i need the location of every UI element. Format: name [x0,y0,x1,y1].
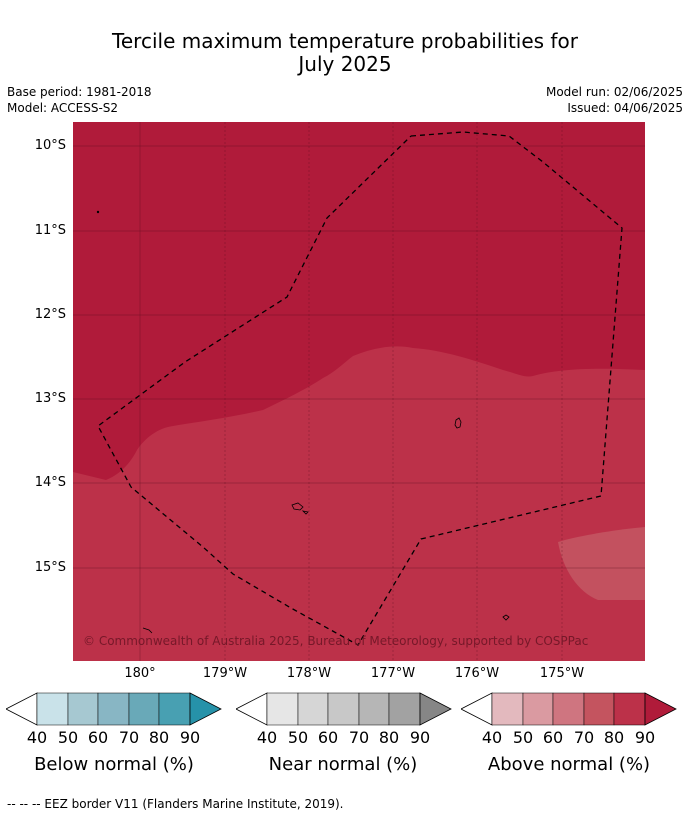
below-normal-swatch-40-50 [36,692,69,726]
meta-right: Model run: 02/06/2025 Issued: 04/06/2025 [546,84,683,116]
below-normal-swatch-80-90 [158,692,191,726]
above-normal-tick: 50 [512,728,534,747]
above-normal-70-80-region [73,346,645,661]
eez-footnote: -- -- -- EEZ border V11 (Flanders Marine… [7,797,344,811]
above-normal-swatch-50-60 [522,692,554,726]
above-normal-tick: 60 [542,728,564,747]
lat-label-14s: 14°S [34,475,66,490]
base-period: Base period: 1981-2018 [7,85,152,99]
below-normal-tick: 40 [26,728,48,747]
above-normal-swatch-70-80 [583,692,615,726]
near-normal-tick: 60 [317,728,339,747]
model-name: Model: ACCESS-S2 [7,101,119,115]
above-normal-label: Above normal (%) [487,754,651,775]
lat-label-15s: 15°S [34,560,66,575]
colorbar-above-normal [461,692,677,726]
below-normal-swatch-60-70 [97,692,130,726]
near-normal-swatch-70-80 [358,692,390,726]
above-normal-tick: 90 [634,728,656,747]
above-normal-60-70-region [558,527,645,600]
lat-label-13s: 13°S [34,391,66,406]
graticule [73,122,645,661]
below-normal-tick: 80 [148,728,170,747]
title-line-2: July 2025 [298,52,392,76]
lon-label-175w: 175°W [539,666,585,681]
near-normal-tick: 90 [409,728,431,747]
near-normal-swatch-50-60 [297,692,329,726]
map-title: Tercile maximum temperature probabilitie… [0,30,690,76]
islands [96,210,510,634]
near-normal-swatch-over90 [419,692,452,726]
below-normal-swatch-70-80 [128,692,160,726]
lon-label-178w: 178°W [286,666,332,681]
near-normal-swatch-40-50 [266,692,299,726]
above-normal-tick: 70 [573,728,595,747]
below-normal-tick: 70 [118,728,140,747]
near-normal-label: Near normal (%) [268,754,418,775]
below-normal-label: Below normal (%) [34,754,194,775]
eez-border [97,131,623,646]
below-normal-swatch-over90 [189,692,222,726]
island-niulakita [454,417,462,429]
above-normal-swatch-60-70 [552,692,585,726]
copyright-notice: © Commonwealth of Australia 2025, Bureau… [83,634,588,648]
title-line-1: Tercile maximum temperature probabilitie… [112,29,578,53]
below-normal-tick: 50 [57,728,79,747]
above-normal-tick: 40 [481,728,503,747]
above-normal-swatch-40-50 [491,692,524,726]
model-run: Model run: 02/06/2025 [545,85,683,99]
below-normal-swatch-under40 [6,692,38,726]
colorbar-near-normal [236,692,452,726]
lon-label-179w: 179°W [202,666,248,681]
probability-map: © Commonwealth of Australia 2025, Bureau… [73,122,645,661]
below-normal-tick: 90 [179,728,201,747]
island-wallis [291,502,309,515]
above-normal-swatch-80-90 [613,692,646,726]
above-normal-tick: 80 [603,728,625,747]
near-normal-swatch-60-70 [327,692,360,726]
near-normal-swatch-80-90 [388,692,421,726]
island-small-sw [142,627,153,634]
issued-date: Issued: 04/06/2025 [567,101,683,115]
lon-label-180: 180° [124,666,156,681]
colorbar-below-normal [6,692,222,726]
above-normal-swatch-over90 [644,692,677,726]
lon-label-176w: 176°W [454,666,500,681]
near-normal-tick: 80 [378,728,400,747]
near-normal-tick: 70 [348,728,370,747]
island-dot-nw [96,210,100,214]
near-normal-swatch-under40 [236,692,268,726]
island-small-south [502,614,510,621]
near-normal-tick: 40 [256,728,278,747]
below-normal-swatch-50-60 [67,692,99,726]
below-normal-tick: 60 [87,728,109,747]
lat-label-12s: 12°S [34,307,66,322]
lat-label-11s: 11°S [34,223,66,238]
lon-label-177w: 177°W [370,666,416,681]
above-normal-swatch-under40 [461,692,493,726]
near-normal-tick: 50 [287,728,309,747]
lat-label-10s: 10°S [34,138,66,153]
meta-left: Base period: 1981-2018 Model: ACCESS-S2 [7,84,152,116]
